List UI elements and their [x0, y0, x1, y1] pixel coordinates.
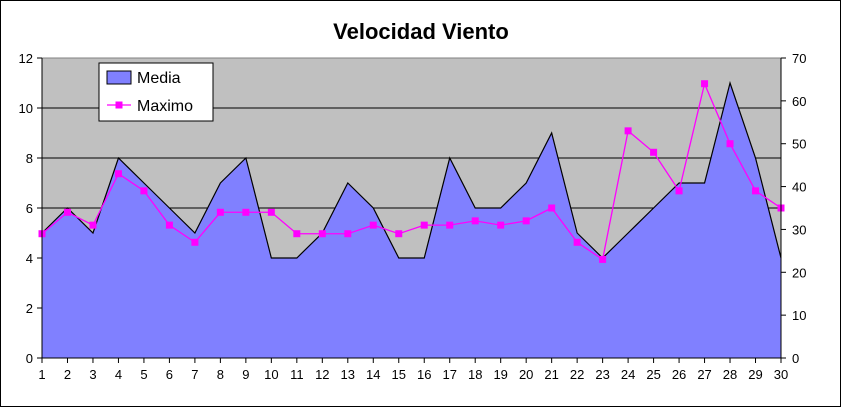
- maximo-point: [242, 208, 250, 216]
- maximo-point: [726, 140, 734, 148]
- media-area: [42, 83, 781, 358]
- maximo-point: [267, 208, 275, 216]
- maximo-point: [165, 221, 173, 229]
- x-tick-label: 1: [38, 367, 45, 382]
- maximo-point: [497, 221, 505, 229]
- x-tick-label: 12: [315, 367, 329, 382]
- y-left-tick-label: 2: [26, 301, 33, 316]
- chart-title: Velocidad Viento: [333, 19, 509, 44]
- maximo-point: [471, 217, 479, 225]
- maximo-line-layer: [38, 80, 785, 263]
- x-tick-label: 8: [217, 367, 224, 382]
- maximo-point: [548, 204, 556, 212]
- maximo-point: [599, 255, 607, 263]
- y-left-tick-label: 0: [26, 351, 33, 366]
- x-tick-label: 16: [417, 367, 431, 382]
- maximo-point: [701, 80, 709, 88]
- maximo-point: [420, 221, 428, 229]
- x-tick-label: 25: [646, 367, 660, 382]
- maximo-point: [369, 221, 377, 229]
- y-right-tick-label: 60: [792, 94, 806, 109]
- x-tick-label: 4: [115, 367, 122, 382]
- maximo-point: [216, 208, 224, 216]
- media-area-layer: [41, 80, 782, 358]
- maximo-point: [318, 230, 326, 238]
- y-right-tick-label: 30: [792, 222, 806, 237]
- y-left-tick-label: 12: [19, 51, 33, 66]
- legend: Media Maximo: [98, 62, 214, 122]
- x-tick-label: 17: [442, 367, 456, 382]
- legend-marker-maximo: [115, 101, 123, 109]
- x-tick-label: 21: [544, 367, 558, 382]
- maximo-line: [41, 81, 782, 261]
- maximo-point: [344, 230, 352, 238]
- x-tick-label: 29: [748, 367, 762, 382]
- x-tick-label: 23: [595, 367, 609, 382]
- y-right-tick-label: 40: [792, 180, 806, 195]
- maximo-point: [522, 217, 530, 225]
- maximo-point: [191, 238, 199, 246]
- maximo-point: [446, 221, 454, 229]
- x-tick-label: 24: [621, 367, 635, 382]
- x-tick-label: 26: [672, 367, 686, 382]
- x-tick-label: 5: [140, 367, 147, 382]
- x-tick-label: 3: [89, 367, 96, 382]
- legend-swatch-media: [106, 70, 132, 85]
- x-tick-label: 9: [242, 367, 249, 382]
- maximo-point: [752, 187, 760, 195]
- legend-label-maximo: Maximo: [137, 98, 193, 115]
- x-tick-label: 27: [697, 367, 711, 382]
- axes: [37, 57, 786, 363]
- y-right-tick-label: 20: [792, 265, 806, 280]
- x-tick-label: 30: [774, 367, 788, 382]
- y-right-tick-label: 50: [792, 137, 806, 152]
- maximo-point: [89, 221, 97, 229]
- maximo-point: [624, 127, 632, 135]
- legend-box: [98, 62, 214, 122]
- x-tick-label: 28: [723, 367, 737, 382]
- y-right-tick-label: 70: [792, 51, 806, 66]
- maximo-point: [650, 148, 658, 156]
- maximo-point: [140, 187, 148, 195]
- maximo-point: [63, 208, 71, 216]
- x-tick-label: 14: [366, 367, 380, 382]
- x-tick-label: 22: [570, 367, 584, 382]
- maximo-point: [114, 170, 122, 178]
- x-tick-label: 18: [468, 367, 482, 382]
- x-tick-label: 20: [519, 367, 533, 382]
- maximo-point: [573, 238, 581, 246]
- y-left-tick-label: 4: [26, 251, 33, 266]
- x-tick-label: 7: [191, 367, 198, 382]
- x-tick-label: 19: [493, 367, 507, 382]
- x-tick-label: 10: [264, 367, 278, 382]
- maximo-point: [675, 187, 683, 195]
- y-left-tick-label: 10: [19, 101, 33, 116]
- media-outline: [41, 80, 782, 259]
- legend-label-media: Media: [137, 70, 181, 87]
- maximo-point: [395, 230, 403, 238]
- y-right-tick-label: 0: [792, 351, 799, 366]
- x-tick-label: 2: [64, 367, 71, 382]
- x-tick-label: 13: [341, 367, 355, 382]
- x-tick-label: 15: [392, 367, 406, 382]
- maximo-point: [293, 230, 301, 238]
- y-left-tick-label: 8: [26, 151, 33, 166]
- y-left-tick-label: 6: [26, 201, 33, 216]
- y-right-tick-label: 10: [792, 308, 806, 323]
- x-tick-label: 6: [166, 367, 173, 382]
- x-tick-label: 11: [290, 367, 304, 382]
